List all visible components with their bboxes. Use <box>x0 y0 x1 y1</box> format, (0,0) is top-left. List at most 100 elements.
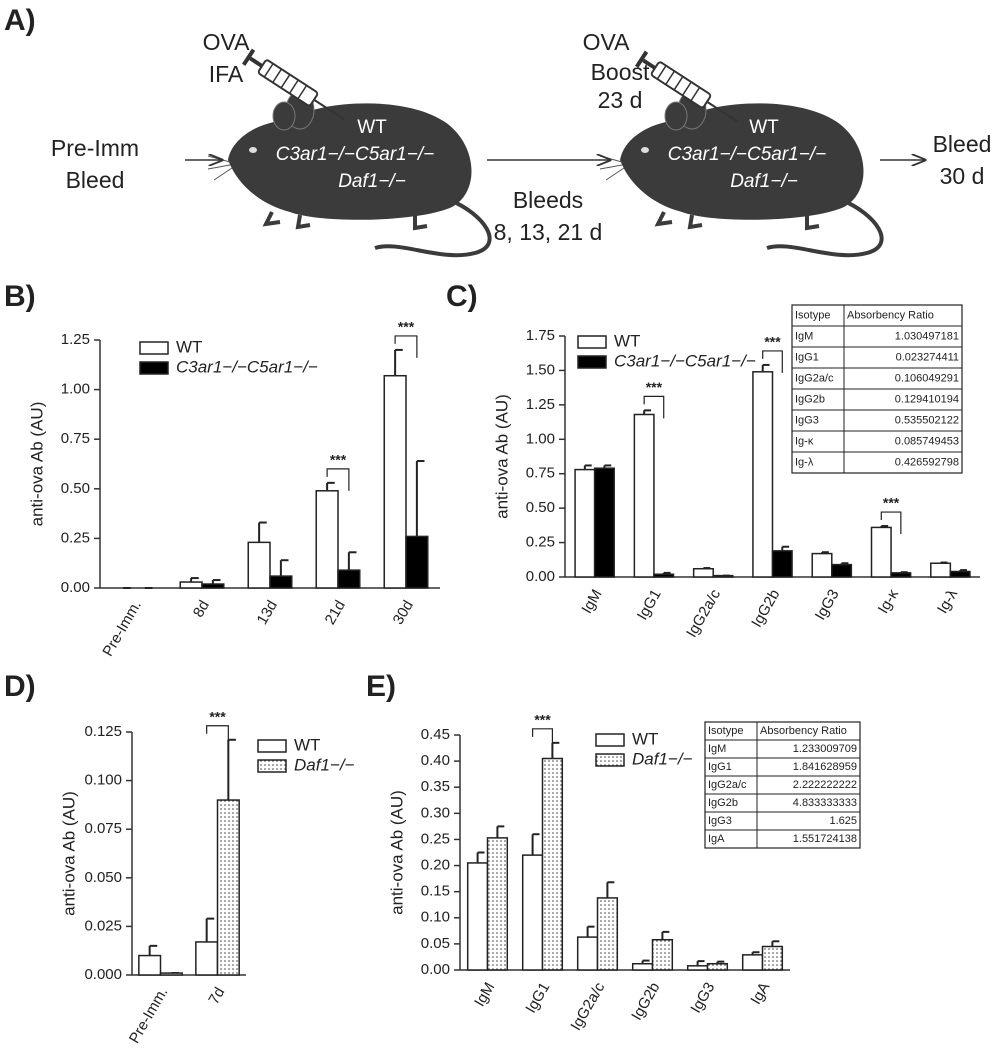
y-tick-label: 0.45 <box>421 726 450 743</box>
table-cell: IgG1 <box>795 351 819 363</box>
bar <box>216 799 240 976</box>
bar <box>541 757 564 971</box>
significance-label: *** <box>534 712 551 728</box>
bar <box>269 575 293 589</box>
x-tick-label: IgG2b <box>628 979 663 1023</box>
table-cell: Ig-κ <box>795 435 814 447</box>
bar <box>651 938 674 971</box>
table-cell: IgG1 <box>708 761 732 773</box>
significance-bracket <box>532 728 553 751</box>
bar <box>593 467 615 578</box>
legend-label: WT <box>176 337 202 356</box>
step-text: Boost <box>591 59 650 85</box>
y-tick-label: 0.00 <box>421 961 450 978</box>
bar <box>771 550 793 578</box>
legend-swatch <box>257 759 287 773</box>
step-text: 23 d <box>598 87 643 113</box>
x-tick-label: 21d <box>322 597 349 627</box>
bar <box>596 897 619 971</box>
y-axis-label: anti-ova Ab (AU) <box>387 790 406 915</box>
bar <box>930 562 952 578</box>
y-tick-label: 1.75 <box>526 327 555 344</box>
y-tick-label: 0.00 <box>526 568 555 585</box>
mouse-text: Daf1−/− <box>338 171 406 192</box>
bar <box>466 862 489 971</box>
step-text: 8, 13, 21 d <box>494 219 603 245</box>
x-tick-label: IgA <box>747 979 773 1007</box>
table-cell: 1.233009709 <box>793 743 857 755</box>
x-tick-label: IgG1 <box>522 979 553 1016</box>
step-text: Bleed <box>66 167 125 193</box>
y-tick-label: 0.50 <box>526 499 555 516</box>
panel-label: A) <box>4 4 36 37</box>
step-text: Bleed <box>933 131 992 157</box>
table-cell: IgG2a/c <box>795 372 834 384</box>
significance-label: *** <box>764 334 781 350</box>
step-text: Bleeds <box>513 187 583 213</box>
bar <box>692 567 714 578</box>
table-cell: 1.625 <box>829 815 857 827</box>
significance-bracket <box>394 335 418 358</box>
x-tick-label: IgG1 <box>634 586 665 623</box>
table-cell: 0.535502122 <box>895 414 959 426</box>
y-tick-label: 0.05 <box>421 935 450 952</box>
table-cell: IgM <box>795 330 813 342</box>
table-cell: IgM <box>708 743 726 755</box>
significance-label: *** <box>398 319 415 335</box>
panel-label: B) <box>4 280 36 313</box>
y-tick-label: 0.35 <box>421 778 450 795</box>
significance-label: *** <box>330 452 347 468</box>
legend-swatch <box>257 739 287 753</box>
y-tick-label: 1.50 <box>526 361 555 378</box>
y-tick-label: 0.25 <box>61 529 90 546</box>
step-text: 30 d <box>940 163 985 189</box>
table-header: Isotype <box>795 309 830 321</box>
significance-label: *** <box>209 708 226 724</box>
y-tick-label: 0.20 <box>421 857 450 874</box>
bar <box>574 468 596 578</box>
y-tick-label: 0.30 <box>421 804 450 821</box>
x-tick-label: IgG3 <box>687 979 718 1016</box>
legend-label: Daf1−/− <box>632 749 693 768</box>
legend-label: WT <box>614 331 640 350</box>
table-cell: 1.551724138 <box>793 833 857 845</box>
bar <box>752 371 774 578</box>
mouse-text: WT <box>357 117 387 138</box>
bar <box>949 570 971 578</box>
panel-label: C) <box>446 280 478 313</box>
bar <box>138 954 162 976</box>
y-tick-label: 0.50 <box>61 480 90 497</box>
bar <box>405 535 429 589</box>
table-cell: Ig-λ <box>795 456 814 468</box>
significance-bracket <box>206 725 229 748</box>
x-tick-label: IgG3 <box>812 586 843 623</box>
x-tick-label: 8d <box>190 597 213 620</box>
significance-bracket <box>643 395 665 419</box>
bar <box>337 569 361 589</box>
legend-swatch <box>577 355 607 369</box>
bar <box>315 490 339 589</box>
bar <box>247 541 271 589</box>
bar <box>712 574 734 578</box>
y-tick-label: 1.25 <box>61 331 90 348</box>
legend-label: C3ar1−/−C5ar1−/− <box>176 357 318 376</box>
y-tick-label: 0.00 <box>61 579 90 596</box>
y-axis-label: anti-ova Ab (AU) <box>59 791 78 916</box>
x-tick-label: Pre-Imm. <box>99 597 145 659</box>
table-cell: 4.833333333 <box>793 797 857 809</box>
mouse-text: C3ar1−/−C5ar1−/− <box>668 144 826 165</box>
bar <box>521 854 544 971</box>
significance-bracket <box>880 511 902 535</box>
bar <box>653 573 675 578</box>
bar <box>870 526 892 578</box>
table-cell: IgA <box>708 833 725 845</box>
table-header: Absorbency Ratio <box>760 725 847 737</box>
bar <box>179 581 203 589</box>
mouse-text: WT <box>749 117 779 138</box>
bar <box>890 572 912 578</box>
bar <box>576 936 599 971</box>
panel-label: E) <box>366 670 396 703</box>
table-cell: IgG3 <box>795 414 819 426</box>
y-axis-label: anti-ova Ab (AU) <box>492 394 511 519</box>
